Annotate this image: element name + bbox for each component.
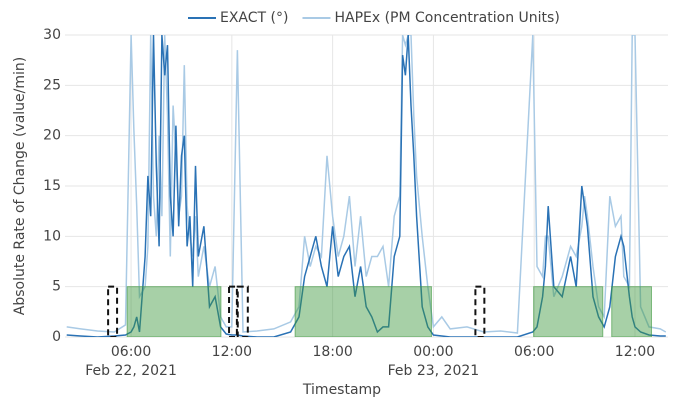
highlight-region: [533, 286, 604, 337]
y-tick-label: 30: [43, 27, 61, 43]
plot-area: [66, 35, 667, 337]
line-series: [66, 35, 666, 337]
legend-label: EXACT (°): [220, 10, 288, 26]
y-tick-label: 25: [43, 77, 61, 93]
dashed-region: [474, 285, 486, 337]
y-tick-label: 15: [43, 178, 61, 194]
legend-label: HAPEx (PM Concentration Units): [334, 10, 559, 26]
highlight-region: [294, 286, 432, 337]
y-tick-label: 5: [52, 279, 61, 295]
highlight-region: [611, 286, 652, 337]
dashed-region: [236, 285, 249, 337]
x-tick-label: 18:00: [312, 344, 352, 360]
x-tick-label: 00:00: [413, 344, 453, 360]
y-tick-label: 20: [43, 128, 61, 144]
x-tick-label: 12:00: [212, 344, 252, 360]
highlight-region: [126, 286, 222, 337]
y-axis-title: Absolute Rate of Change (value/min): [12, 57, 28, 315]
dashed-region: [107, 285, 119, 337]
x-axis-title: Timestamp: [302, 382, 381, 398]
x-tick-date: Feb 22, 2021: [85, 363, 177, 379]
x-tick-label: 12:00: [615, 344, 655, 360]
y-tick-label: 0: [52, 329, 61, 345]
y-tick-label: 10: [43, 228, 61, 244]
x-tick-label: 06:00: [514, 344, 554, 360]
x-tick-date: Feb 23, 2021: [388, 363, 480, 379]
x-tick-label: 06:00: [111, 344, 151, 360]
